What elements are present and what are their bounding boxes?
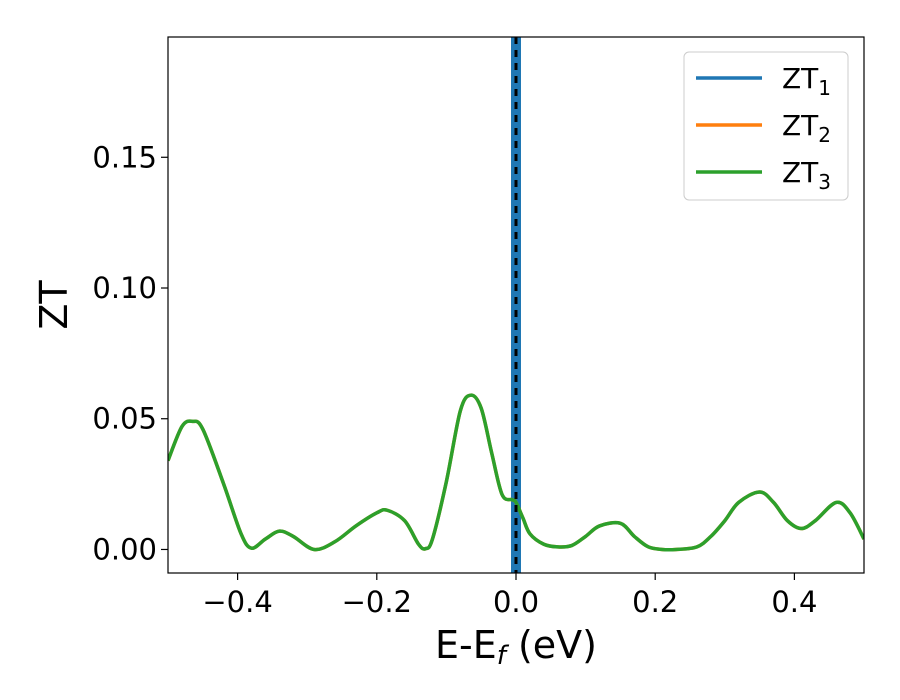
legend-label-sub: 1 [818, 76, 831, 100]
legend-label-zt1: ZT1 [782, 62, 831, 100]
x-tick-label: −0.2 [342, 585, 412, 619]
legend-label-main: ZT [782, 62, 819, 95]
y-tick-label: 0.15 [92, 140, 157, 174]
legend-label-zt3: ZT3 [782, 156, 831, 194]
x-axis-title-unit: (eV) [506, 623, 597, 667]
x-axis-ticks: −0.4 −0.2 0.0 0.2 0.4 [202, 573, 817, 619]
legend-label-sub: 3 [818, 170, 831, 194]
y-axis-title: ZT [32, 280, 76, 330]
x-tick-label: 0.2 [632, 585, 678, 619]
series-line-zt3 [168, 393, 864, 552]
legend-label-zt2: ZT2 [782, 109, 831, 147]
x-tick-label: 0.0 [493, 585, 539, 619]
y-tick-label: 0.05 [92, 402, 157, 436]
y-tick-label: 0.10 [92, 271, 157, 305]
y-tick-label: 0.00 [92, 532, 157, 566]
plot-area [168, 37, 864, 573]
legend-label-sub: 2 [818, 123, 831, 147]
legend-label-main: ZT [782, 156, 819, 189]
legend-box [683, 51, 849, 201]
x-tick-label: −0.4 [202, 585, 272, 619]
legend-label-main: ZT [782, 109, 819, 142]
y-axis-ticks: 0.00 0.05 0.10 0.15 [92, 140, 168, 566]
x-tick-label: 0.4 [771, 585, 817, 619]
x-axis-title: E-Ef (eV) [435, 623, 597, 671]
x-axis-title-main: E-E [435, 623, 497, 667]
